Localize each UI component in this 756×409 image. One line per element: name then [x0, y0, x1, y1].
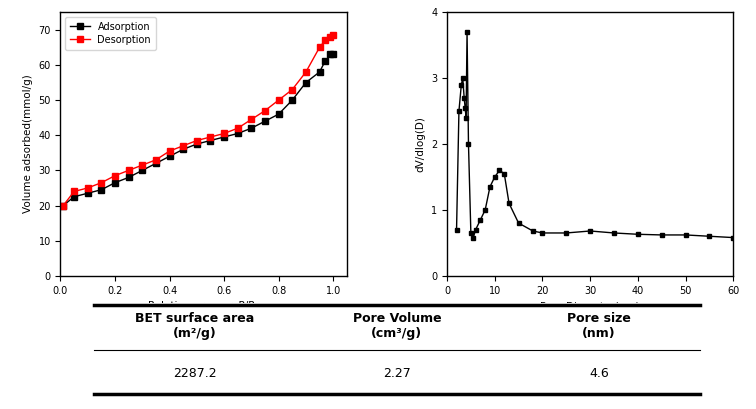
Adsorption: [70, 194, 79, 199]
Desorption: [70, 189, 79, 194]
Desorption: [206, 135, 215, 139]
X-axis label: Pore Diameter(nm): Pore Diameter(nm): [541, 301, 640, 311]
Adsorption: [315, 70, 324, 74]
Adsorption: [321, 59, 330, 64]
X-axis label: Relative pressureP/P₀: Relative pressureP/P₀: [148, 301, 259, 311]
Adsorption: [83, 191, 92, 196]
Adsorption: [151, 161, 160, 166]
Desorption: [83, 186, 92, 191]
Adsorption: [246, 126, 256, 130]
Desorption: [315, 45, 324, 50]
Desorption: [302, 70, 311, 74]
Desorption: [326, 34, 335, 39]
Desorption: [192, 138, 201, 143]
Desorption: [151, 157, 160, 162]
Desorption: [59, 203, 68, 208]
Adsorption: [59, 203, 68, 208]
Line: Adsorption: Adsorption: [60, 52, 336, 208]
Y-axis label: dV/dlog(D): dV/dlog(D): [416, 116, 426, 172]
Desorption: [97, 180, 106, 185]
Desorption: [138, 163, 147, 168]
Adsorption: [329, 52, 338, 57]
Desorption: [124, 168, 133, 173]
Y-axis label: Volume adsorbed(mmol/g): Volume adsorbed(mmol/g): [23, 75, 33, 213]
Adsorption: [326, 52, 335, 57]
Desorption: [274, 98, 284, 103]
Adsorption: [219, 135, 228, 139]
Adsorption: [302, 80, 311, 85]
Adsorption: [261, 119, 270, 124]
Adsorption: [233, 131, 242, 136]
Desorption: [329, 33, 338, 38]
Desorption: [233, 126, 242, 130]
Adsorption: [97, 187, 106, 192]
Adsorption: [274, 112, 284, 117]
Desorption: [219, 131, 228, 136]
Adsorption: [165, 154, 174, 159]
Adsorption: [206, 138, 215, 143]
Desorption: [246, 117, 256, 122]
Adsorption: [192, 142, 201, 146]
Desorption: [178, 143, 187, 148]
Adsorption: [110, 180, 119, 185]
Desorption: [288, 87, 297, 92]
Desorption: [321, 38, 330, 43]
Line: Desorption: Desorption: [60, 32, 336, 208]
Adsorption: [288, 98, 297, 103]
Desorption: [110, 173, 119, 178]
Adsorption: [124, 175, 133, 180]
Legend: Adsorption, Desorption: Adsorption, Desorption: [65, 17, 156, 50]
Desorption: [261, 108, 270, 113]
Adsorption: [178, 147, 187, 152]
Desorption: [165, 148, 174, 153]
Adsorption: [138, 168, 147, 173]
